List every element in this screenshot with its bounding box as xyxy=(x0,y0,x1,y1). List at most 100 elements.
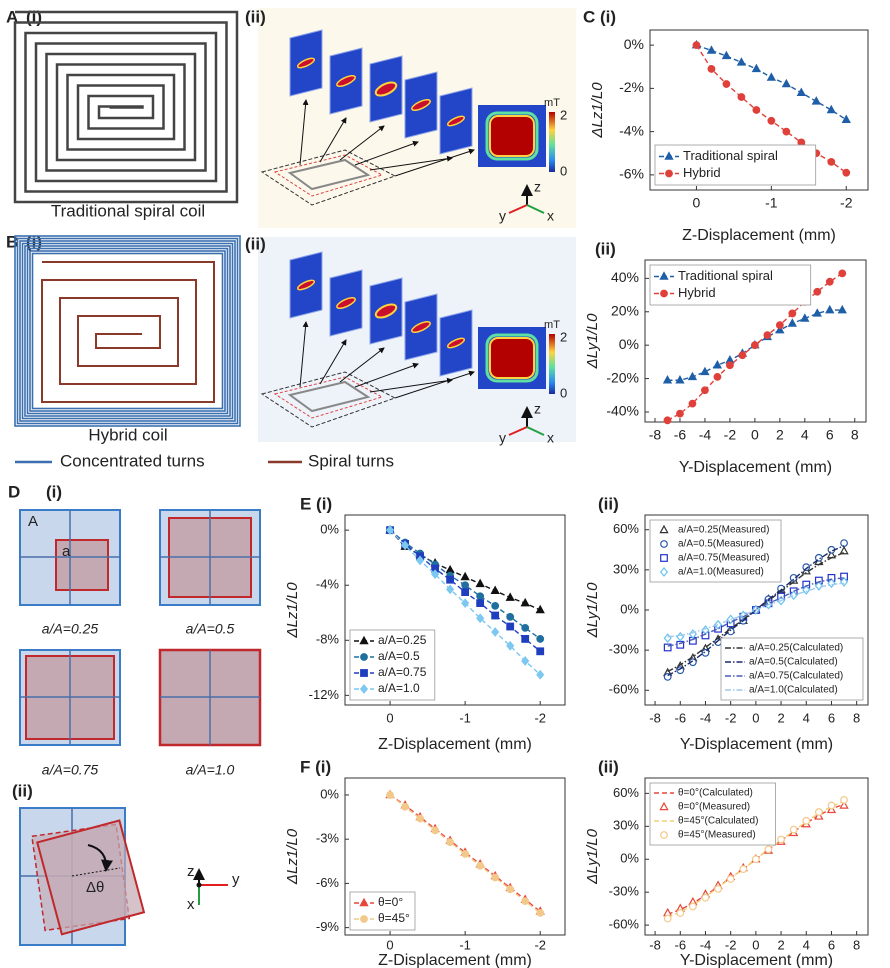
y-tick-label: -60% xyxy=(609,682,640,697)
marker xyxy=(506,612,515,621)
y-tick-label: -30% xyxy=(609,884,640,899)
marker xyxy=(660,554,668,562)
caption: Traditional spiral coil xyxy=(51,201,205,220)
panel-sublabel: (ii) xyxy=(12,781,33,800)
marker xyxy=(660,540,668,548)
marker xyxy=(781,78,791,88)
axis-name: y xyxy=(232,871,240,888)
y-tick-label: -4% xyxy=(316,577,340,592)
marker xyxy=(782,127,791,136)
legend-box xyxy=(349,891,416,931)
marker xyxy=(687,371,698,381)
marker xyxy=(535,604,545,614)
marker xyxy=(416,814,424,823)
marker xyxy=(521,623,530,632)
label: a xyxy=(62,543,71,560)
ratio-diagrams xyxy=(19,509,262,747)
y-axis-label: ΔLz1/L0 xyxy=(589,82,606,139)
marker xyxy=(536,669,545,680)
marker xyxy=(736,57,747,66)
marker xyxy=(763,331,772,340)
legend-label: θ=45°(Calculated) xyxy=(678,816,758,827)
marker xyxy=(712,360,723,369)
y-tick-label: 20% xyxy=(611,302,639,318)
marker xyxy=(401,802,409,811)
panel-label: D xyxy=(8,482,20,501)
marker xyxy=(713,373,722,381)
y-axis-label: ΔLy1/L0 xyxy=(584,582,601,638)
caption: a/A=0.75 xyxy=(42,762,99,778)
marker xyxy=(796,87,806,96)
legend-label: θ=0°(Calculated) xyxy=(678,788,753,799)
plot-frame xyxy=(644,777,869,936)
x-tick-label: 0 xyxy=(693,195,701,211)
marker xyxy=(839,800,849,809)
marker xyxy=(359,684,369,694)
marker xyxy=(802,816,811,825)
legend-label: a/A=0.25(Measured) xyxy=(678,525,769,536)
legend-label: a/A=1.0 xyxy=(378,681,420,695)
marker xyxy=(476,599,485,608)
y-axis-label: ΔLz1/L0 xyxy=(284,828,301,885)
marker xyxy=(839,545,849,555)
legend-label: a/A=0.25(Calculated) xyxy=(749,643,843,654)
axis-name: z xyxy=(534,179,541,195)
marker xyxy=(726,361,734,370)
marker xyxy=(738,351,747,360)
panel-label: F (i) xyxy=(300,757,331,776)
marker xyxy=(789,825,798,834)
x-tick-label: 8 xyxy=(853,710,860,725)
x-tick-label: 8 xyxy=(851,427,859,443)
y-tick-label: 0% xyxy=(620,851,639,866)
marker xyxy=(737,93,746,101)
marker xyxy=(837,304,847,314)
marker xyxy=(752,106,761,114)
marker xyxy=(506,885,515,894)
marker xyxy=(521,635,530,643)
x-tick-label: -2 xyxy=(840,195,853,211)
marker xyxy=(360,653,368,661)
x-tick-label: -2 xyxy=(725,710,737,725)
marker xyxy=(665,169,673,178)
x-tick-label: -2 xyxy=(725,937,737,952)
marker xyxy=(701,648,710,657)
x-tick-label: 2 xyxy=(776,427,784,443)
marker xyxy=(660,831,668,839)
y-tick-label: 60% xyxy=(613,785,639,800)
x-tick-label: -4 xyxy=(700,710,712,725)
marker xyxy=(675,375,685,384)
colorbar-min: 0 xyxy=(560,385,567,400)
concentrated-turns xyxy=(14,235,241,427)
y-tick-label: -6% xyxy=(316,875,340,890)
legend-label: θ=0°(Measured) xyxy=(678,802,750,813)
x-tick-label: -4 xyxy=(700,937,712,952)
legend-label: a/A=1.0(Calculated) xyxy=(749,685,838,696)
axis-name: x xyxy=(547,430,554,446)
colorbar-unit: mT xyxy=(544,319,560,331)
y-tick-label: 0% xyxy=(624,36,644,52)
marker xyxy=(385,525,395,536)
marker xyxy=(446,838,455,847)
legend-label: a/A=0.5(Calculated) xyxy=(749,657,838,668)
marker xyxy=(812,308,822,317)
panel-label: C (i) xyxy=(583,7,616,26)
legend-label: a/A=0.5(Measured) xyxy=(678,539,764,550)
marker xyxy=(751,63,762,73)
legend-label: a/A=1.0(Measured) xyxy=(678,567,764,578)
y-tick-label: -20% xyxy=(606,369,639,385)
legend-label: θ=45° xyxy=(378,911,410,925)
panel-sublabel: (ii) xyxy=(245,234,266,253)
y-tick-label: -9% xyxy=(316,919,340,934)
marker xyxy=(751,855,760,864)
marker xyxy=(359,635,369,645)
x-axis-label: Z-Displacement (mm) xyxy=(378,952,532,968)
turn xyxy=(14,235,241,427)
y-tick-label: 0% xyxy=(620,601,639,616)
legend-label: a/A=0.5 xyxy=(378,649,420,663)
y-tick-label: 0% xyxy=(320,786,339,801)
marker xyxy=(842,168,851,177)
marker xyxy=(359,897,369,907)
x-tick-label: 0 xyxy=(386,937,393,952)
x-tick-label: -1 xyxy=(459,710,471,725)
marker xyxy=(475,578,485,588)
